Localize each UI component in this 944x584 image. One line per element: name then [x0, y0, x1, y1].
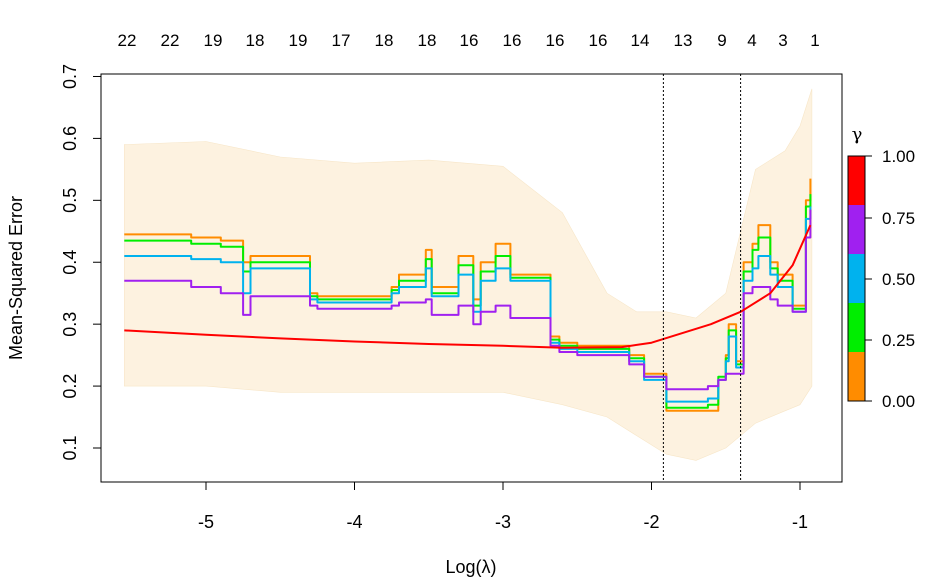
legend-label: 1.00 [882, 147, 915, 166]
top-axis-label: 9 [717, 31, 726, 50]
legend-title: γ [852, 124, 863, 145]
gamma-legend: γ 1.00 0.75 0.50 0.25 0.00 [847, 124, 915, 411]
top-axis-label: 16 [589, 31, 608, 50]
top-axis-label: 18 [375, 31, 394, 50]
x-tick-label: -1 [792, 512, 808, 532]
plot-box [100, 73, 843, 483]
y-tick-label: 0.1 [60, 435, 80, 460]
top-axis-label: 3 [778, 31, 787, 50]
top-axis-label: 16 [460, 31, 479, 50]
vline-layer [662, 74, 742, 482]
x-tick-label: -4 [346, 512, 362, 532]
top-axis-label: 14 [631, 31, 650, 50]
top-axis-label: 16 [546, 31, 565, 50]
y-axis-label: Mean-Squared Error [6, 196, 26, 360]
legend-label: 0.75 [882, 209, 915, 228]
top-axis-label: 22 [161, 31, 180, 50]
legend-label: 0.50 [882, 270, 915, 289]
legend-label: 0.25 [882, 331, 915, 350]
top-axis-label: 22 [118, 31, 137, 50]
top-axis-label: 18 [418, 31, 437, 50]
legend-color-segment [848, 205, 865, 254]
y-tick-label: 0.4 [60, 250, 80, 275]
legend-color-segment [848, 352, 865, 401]
y-tick-label: 0.6 [60, 126, 80, 151]
top-axis-label: 17 [332, 31, 351, 50]
top-axis-label: 13 [674, 31, 693, 50]
series-layer [124, 178, 812, 412]
legend-label: 0.00 [882, 392, 915, 411]
y-tick-label: 0.3 [60, 312, 80, 337]
top-axis-label: 16 [503, 31, 522, 50]
legend-color-segment [848, 303, 865, 352]
y-axis: 0.1 0.2 0.3 0.4 0.5 0.6 0.7 [60, 64, 101, 461]
top-axis-label: 19 [204, 31, 223, 50]
x-axis-label: Log(λ) [445, 557, 496, 577]
top-axis-label: 18 [246, 31, 265, 50]
x-tick-label: -5 [198, 512, 214, 532]
legend-color-segment [848, 156, 865, 205]
top-axis-label: 4 [747, 31, 756, 50]
y-tick-label: 0.2 [60, 374, 80, 399]
legend-color-segment [848, 254, 865, 303]
x-tick-label: -3 [495, 512, 511, 532]
top-axis-label: 1 [810, 31, 819, 50]
x-tick-label: -2 [643, 512, 659, 532]
series-line-gamma-1-00 [124, 224, 812, 349]
y-tick-label: 0.5 [60, 188, 80, 213]
top-axis: 22 22 19 18 19 17 18 18 16 16 16 16 14 13 9 4 3 1 [118, 31, 820, 50]
x-axis: -5 -4 -3 -2 -1 [198, 482, 808, 532]
series-line-gamma-0-75 [124, 209, 812, 391]
y-tick-label: 0.7 [60, 64, 80, 89]
top-axis-label: 19 [289, 31, 308, 50]
